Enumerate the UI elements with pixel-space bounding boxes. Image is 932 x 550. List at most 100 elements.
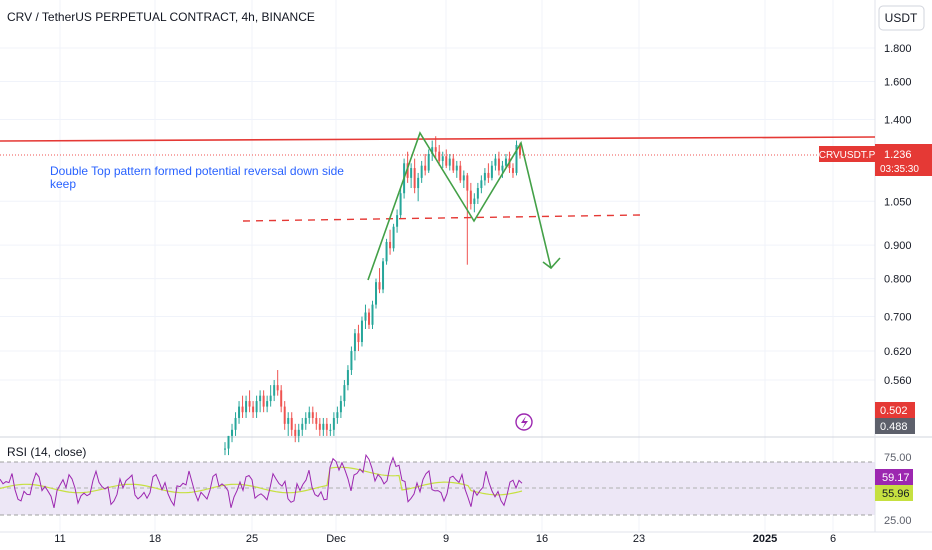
candle-body: [294, 429, 297, 436]
candle-body: [367, 312, 370, 325]
candle-body: [452, 158, 455, 171]
candle-body: [357, 333, 360, 343]
candle-body: [501, 165, 504, 171]
candle-body: [343, 385, 346, 402]
candle-body: [410, 168, 413, 178]
candle-body: [490, 165, 493, 178]
candle-body: [399, 193, 402, 216]
candle-body: [504, 158, 507, 166]
candle-body: [318, 423, 321, 430]
rsi-value-badge: [875, 469, 913, 485]
candle-body: [297, 429, 300, 436]
candle-body: [339, 401, 342, 413]
rsi-tick-75: 75.00: [884, 452, 912, 464]
price-axis[interactable]: 1.800 1.600 1.400 1.050 0.900 0.800 0.700 0.620…: [884, 43, 912, 387]
candle-body: [234, 417, 237, 430]
last-price-text: 1.236: [884, 149, 912, 161]
time-axis[interactable]: 11 18 25 Dec 9 16 23 2025 6: [54, 533, 836, 545]
candle-body: [252, 406, 255, 413]
candle-body: [238, 406, 241, 418]
price-tick-label: 0.620: [884, 346, 912, 358]
candle-body: [325, 423, 328, 430]
candle-body: [515, 144, 518, 173]
low-badge-red-text: 0.502: [880, 405, 908, 417]
candle-body: [385, 241, 388, 262]
price-tick-label: 0.800: [884, 274, 912, 286]
rsi-tick-25: 25.00: [884, 515, 912, 527]
candle-body: [248, 401, 251, 407]
candle-body: [469, 190, 472, 204]
resistance-line[interactable]: [0, 136, 876, 142]
candle-body: [276, 385, 279, 391]
price-tick-label: 1.400: [884, 114, 912, 126]
candle-body: [245, 401, 248, 413]
candle-body: [287, 417, 290, 424]
candle-body: [350, 351, 353, 371]
double-top-pattern[interactable]: [367, 131, 552, 281]
candle-body: [462, 175, 465, 181]
time-tick-label: 9: [443, 533, 449, 545]
candle-body: [487, 172, 490, 178]
candle-body: [353, 333, 356, 352]
candle-body: [392, 226, 395, 249]
low-badge-grey-text: 0.488: [880, 421, 908, 433]
rsi-ma-badge: [875, 485, 913, 501]
candle-body: [445, 156, 448, 166]
candle-body: [262, 395, 265, 407]
candle-body: [427, 153, 430, 171]
price-tick-label: 1.600: [884, 76, 912, 88]
candle-body: [311, 412, 314, 418]
candle-body: [346, 370, 349, 386]
candle-body: [480, 180, 483, 189]
chart-title: CRV / TetherUS PERPETUAL CONTRACT, 4h, B…: [7, 10, 315, 24]
countdown-text: 03:35:30: [880, 164, 919, 175]
candle-body: [371, 304, 374, 325]
symbol-badge-text: CRVUSDT.P: [819, 150, 876, 161]
candle-body: [438, 151, 441, 161]
neckline-dashed[interactable]: [242, 214, 641, 222]
rsi-line: [0, 453, 523, 509]
time-tick-label: 6: [830, 533, 836, 545]
candle-body: [315, 417, 318, 424]
candle-body: [420, 165, 423, 178]
lightning-icon[interactable]: [515, 413, 533, 431]
price-tick-label: 0.700: [884, 312, 912, 324]
candle-body: [290, 417, 293, 430]
candle-body: [413, 168, 416, 189]
time-tick-label: Dec: [326, 533, 346, 545]
candle-body: [266, 401, 269, 407]
candle-body: [280, 390, 283, 407]
candle-body: [434, 147, 437, 152]
candle-body: [455, 165, 458, 171]
candle-body: [259, 395, 262, 402]
candle-body: [360, 320, 363, 343]
annotation-line-2: keep: [50, 177, 76, 191]
candle-body: [473, 198, 476, 204]
candle-body: [378, 282, 381, 290]
time-tick-label: 25: [246, 533, 258, 545]
candle-body: [241, 406, 244, 413]
candle-body: [308, 412, 311, 418]
time-tick-label: 2025: [753, 533, 777, 545]
candle-body: [322, 423, 325, 430]
time-tick-label: 16: [536, 533, 548, 545]
candle-body: [304, 417, 307, 424]
arrow-head: [542, 257, 561, 270]
candle-body: [494, 158, 497, 166]
candle-body: [283, 406, 286, 424]
candle-body: [364, 312, 367, 321]
price-tick-label: 1.050: [884, 196, 912, 208]
candle-body: [389, 241, 392, 249]
candle-body: [519, 144, 521, 155]
candle-body: [301, 423, 304, 430]
time-tick-label: 23: [633, 533, 645, 545]
candle-body: [375, 282, 378, 305]
candle-body: [269, 395, 272, 402]
candle-body: [431, 147, 434, 154]
candle-body: [227, 435, 230, 449]
low-badge-grey: [875, 418, 915, 434]
currency-label: USDT: [885, 11, 918, 25]
candle-body: [511, 168, 514, 173]
currency-button[interactable]: [878, 5, 925, 31]
